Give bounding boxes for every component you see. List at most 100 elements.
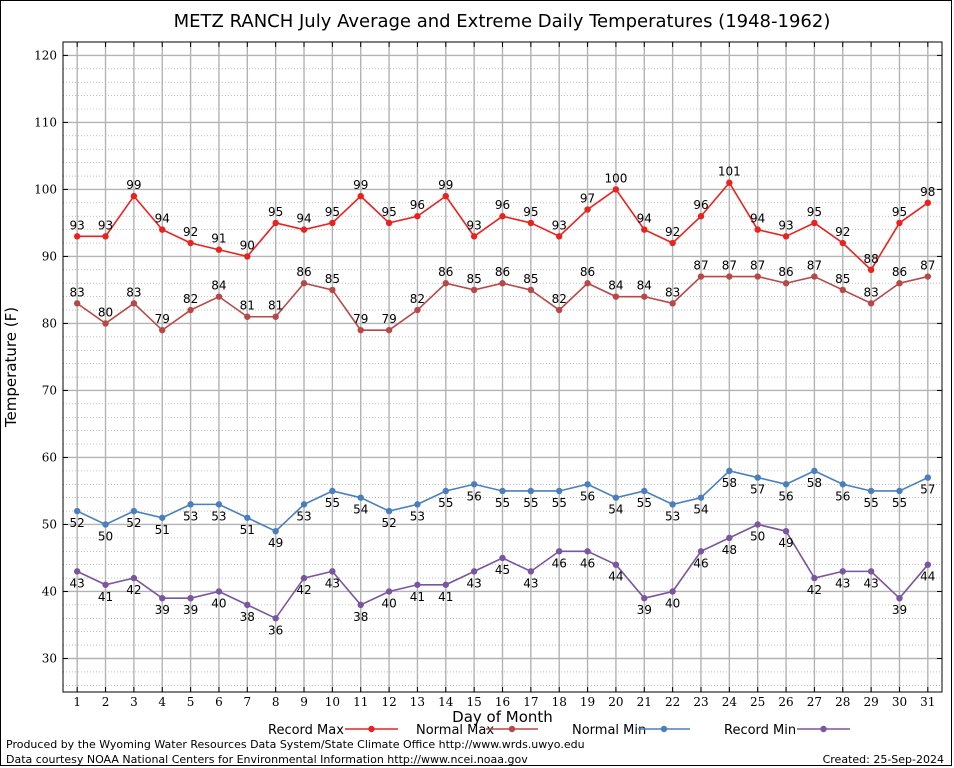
record-max-point — [782, 233, 790, 240]
normal-max-point — [499, 280, 506, 287]
y-tick-label: 110 — [34, 115, 57, 129]
record-min-data-label: 38 — [353, 610, 368, 624]
record-min-data-label: 44 — [608, 570, 623, 584]
record-min-point — [470, 568, 478, 575]
record-min-point — [272, 615, 279, 622]
x-tick-label: 1 — [73, 695, 81, 709]
normal-max-point — [102, 320, 109, 327]
normal-max-data-label: 84 — [211, 279, 226, 293]
y-tick-label: 80 — [42, 316, 57, 330]
record-min-point — [584, 548, 591, 555]
legend-marker-record-min — [820, 725, 827, 733]
record-max-data-label: 93 — [70, 218, 85, 232]
normal-min-data-label: 54 — [608, 503, 623, 517]
grid — [63, 41, 942, 692]
normal-min-point — [924, 474, 932, 481]
normal-max-point — [527, 286, 535, 294]
record-min-point — [811, 574, 818, 582]
normal-min-data-label: 55 — [892, 496, 907, 510]
record-max-point — [159, 226, 166, 233]
record-min-data-label: 41 — [438, 590, 453, 604]
record-max-point — [385, 219, 393, 227]
normal-min-series: 52 50 52 51 53 53 51 49 53 55 54 52 53 55 56 55 55 55 56 54… — [70, 467, 935, 550]
record-max-data-label: 96 — [693, 198, 708, 212]
record-min-data-label: 45 — [495, 563, 510, 577]
record-max-point — [470, 233, 478, 240]
normal-max-point — [697, 273, 705, 280]
normal-min-data-label: 54 — [693, 503, 708, 517]
normal-max-data-label: 84 — [637, 279, 652, 293]
record-max-point — [272, 219, 279, 227]
record-max-point — [839, 239, 846, 247]
x-tick-label: 9 — [300, 695, 308, 709]
record-max-point — [300, 226, 308, 233]
record-max-data-label: 99 — [126, 178, 141, 192]
x-tick-label: 4 — [158, 695, 166, 709]
record-min-data-label: 43 — [835, 576, 850, 590]
normal-max-data-label: 85 — [325, 272, 340, 286]
record-max-data-label: 93 — [98, 218, 113, 232]
record-max-data-label: 94 — [637, 212, 652, 226]
footer-producer: Produced by the Wyoming Water Resources … — [6, 738, 585, 751]
normal-max-point — [726, 273, 733, 280]
record-max-point — [527, 219, 535, 227]
normal-min-point — [811, 467, 818, 475]
normal-min-point — [300, 501, 308, 508]
record-min-data-label: 44 — [920, 570, 935, 584]
normal-max-point — [782, 280, 790, 287]
record-max-data-label: 91 — [211, 232, 226, 246]
record-min-data-label: 38 — [240, 610, 255, 624]
normal-min-data-label: 55 — [863, 496, 878, 510]
normal-min-point — [385, 507, 393, 515]
x-tick-label: 26 — [778, 695, 793, 709]
normal-max-point — [470, 286, 478, 294]
record-min-data-label: 39 — [155, 603, 170, 617]
normal-min-data-label: 55 — [523, 496, 538, 510]
normal-max-point — [357, 326, 364, 334]
normal-min-point — [669, 501, 676, 508]
normal-min-point — [244, 514, 251, 521]
normal-max-data-label: 86 — [892, 265, 907, 279]
x-tick-label: 10 — [325, 695, 340, 709]
normal-min-point — [357, 494, 364, 501]
normal-max-data-label: 87 — [722, 259, 737, 273]
normal-min-point — [896, 487, 903, 495]
x-tick-label: 3 — [130, 695, 138, 709]
record-min-point — [215, 588, 223, 595]
record-min-point — [839, 568, 846, 575]
chart-title: METZ RANCH July Average and Extreme Dail… — [174, 11, 831, 32]
normal-max-data-label: 83 — [126, 285, 141, 299]
x-tick-label: 22 — [665, 695, 680, 709]
normal-max-point — [754, 273, 761, 280]
record-min-point — [130, 574, 138, 582]
record-min-data-label: 42 — [126, 583, 141, 597]
record-max-data-label: 92 — [835, 225, 850, 239]
normal-min-point — [782, 481, 790, 488]
record-min-data-label: 50 — [750, 529, 765, 543]
record-min-point — [896, 594, 903, 602]
normal-max-series: 83 80 83 79 82 84 81 81 86 85 79 79 82 86 85 86 85 82 86 84… — [70, 259, 935, 334]
footer-data-source: Data courtesy NOAA National Centers for … — [6, 753, 528, 766]
normal-min-data-label: 57 — [920, 483, 935, 497]
x-tick-label: 12 — [381, 695, 396, 709]
normal-min-data-label: 53 — [183, 509, 198, 523]
normal-min-data-label: 56 — [467, 489, 482, 503]
normal-min-data-label: 58 — [722, 476, 737, 490]
y-tick-label: 120 — [34, 48, 57, 62]
normal-min-point — [442, 487, 449, 495]
normal-min-point — [527, 487, 535, 495]
record-min-point — [499, 554, 506, 562]
normal-max-data-label: 79 — [353, 312, 368, 326]
record-max-data-label: 96 — [495, 198, 510, 212]
normal-max-point — [896, 280, 903, 287]
record-min-point — [73, 568, 81, 575]
record-max-data-label: 100 — [604, 171, 627, 185]
record-max-point — [102, 233, 109, 240]
x-tick-label: 18 — [552, 695, 567, 709]
normal-max-data-label: 86 — [778, 265, 793, 279]
record-max-point — [329, 219, 336, 227]
record-min-point — [329, 568, 336, 575]
record-max-data-label: 95 — [325, 205, 340, 219]
normal-max-data-label: 81 — [240, 299, 255, 313]
record-max-data-label: 94 — [155, 212, 170, 226]
